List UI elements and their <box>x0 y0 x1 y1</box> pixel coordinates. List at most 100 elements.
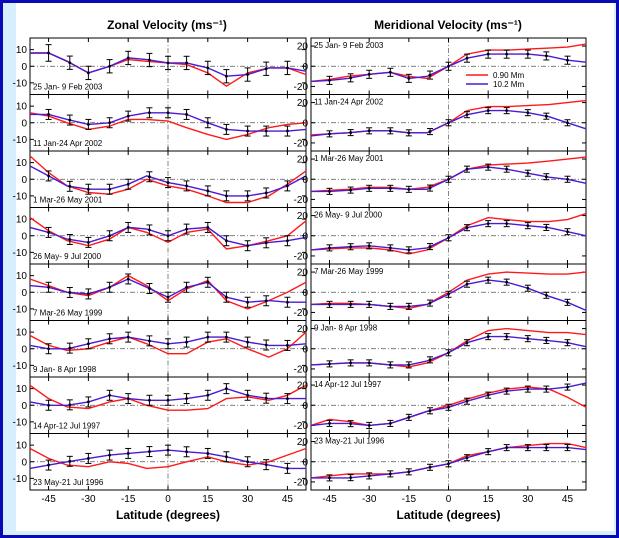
meridional-data-point <box>328 78 331 82</box>
meridional-ytick-label: 20 <box>297 98 309 109</box>
meridional-data-point <box>465 167 469 171</box>
zonal-data-point <box>286 184 289 188</box>
zonal-data-point <box>224 455 228 459</box>
meridional-data-point <box>505 109 509 113</box>
meridional-data-point <box>486 450 490 454</box>
meridional-data-point <box>349 131 353 134</box>
meridional-ytick-label: 0 <box>302 457 308 468</box>
zonal-data-point <box>264 463 268 467</box>
meridional-ytick-label: 20 <box>297 211 309 222</box>
zonal-ytick-label: 10 <box>16 384 28 395</box>
zonal-series-0.90Mm <box>29 331 307 358</box>
meridional-data-point <box>505 280 509 284</box>
zonal-data-point <box>206 226 210 229</box>
zonal-data-point <box>246 194 250 198</box>
zonal-data-point <box>286 66 289 70</box>
zonal-data-point <box>68 238 72 241</box>
legend-label: 10.2 Mm <box>493 80 524 89</box>
meridional-panel-date-label: 14 Apr-12 Jul 1997 <box>314 380 382 389</box>
zonal-data-point <box>126 397 130 401</box>
meridional-data-point <box>465 56 469 60</box>
zonal-data-point <box>126 56 130 60</box>
zonal-series-0.90Mm <box>29 216 307 250</box>
meridional-data-point <box>486 109 490 113</box>
zonal-data-point <box>206 280 210 284</box>
meridional-data-point <box>428 465 432 469</box>
meridional-data-point <box>505 446 509 450</box>
zonal-data-point <box>185 340 188 344</box>
zonal-panel-date-label: 14 Apr-12 Jul 1997 <box>33 422 101 431</box>
meridional-data-point <box>465 341 469 345</box>
zonal-data-point <box>185 184 188 188</box>
zonal-data-point <box>286 129 289 133</box>
zonal-data-point <box>264 343 268 347</box>
meridional-data-point <box>367 72 371 76</box>
zonal-ytick-label: 10 <box>16 158 28 169</box>
meridional-xtick-label: -30 <box>362 494 377 505</box>
legend-label: 0.90 Mm <box>493 71 524 80</box>
meridional-data-point <box>388 246 392 250</box>
meridional-data-point <box>486 335 490 339</box>
zonal-data-point <box>185 285 188 289</box>
zonal-data-point <box>126 452 130 455</box>
zonal-data-point <box>148 58 151 62</box>
meridional-data-point <box>505 52 509 56</box>
zonal-data-point <box>286 239 289 243</box>
meridional-data-point <box>328 132 331 136</box>
zonal-data-point <box>126 226 130 229</box>
zonal-xtick-label: 0 <box>165 494 171 505</box>
meridional-ytick-label: -20 <box>294 477 309 488</box>
meridional-data-point <box>349 422 353 426</box>
zonal-ytick-label: -10 <box>13 417 28 428</box>
zonal-ytick-label: -10 <box>13 248 28 259</box>
meridional-title: Meridional Velocity (ms⁻¹) <box>374 18 522 32</box>
zonal-xtick-label: 45 <box>282 494 294 505</box>
meridional-data-point <box>526 337 530 341</box>
meridional-data-point <box>566 446 569 450</box>
zonal-panel-date-label: 25 Jan- 9 Feb 2003 <box>33 83 103 92</box>
meridional-data-point <box>349 188 353 192</box>
meridional-xtick-label: -45 <box>322 494 337 505</box>
zonal-data-point <box>206 393 210 397</box>
zonal-data-point <box>47 113 50 116</box>
zonal-data-point <box>148 175 151 179</box>
zonal-data-point <box>108 285 112 289</box>
meridional-data-point <box>544 387 548 391</box>
zonal-panel-date-label: 23 May-21 Jul 1996 <box>33 478 104 487</box>
zonal-data-point <box>47 231 50 234</box>
meridional-ytick-label: 0 <box>302 231 308 242</box>
zonal-data-point <box>68 118 72 122</box>
meridional-data-point <box>428 245 432 248</box>
zonal-data-point <box>246 393 250 397</box>
meridional-panel-date-label: 25 Jan- 9 Feb 2003 <box>314 41 384 50</box>
meridional-data-point <box>486 278 490 282</box>
zonal-ytick-label: -10 <box>13 135 28 146</box>
zonal-data-point <box>68 346 72 350</box>
zonal-data-point <box>47 347 50 351</box>
zonal-data-point <box>246 340 250 344</box>
meridional-data-point <box>328 476 331 480</box>
meridional-panel-date-label: 23 May-21 Jul 1996 <box>314 437 385 446</box>
meridional-data-point <box>544 446 548 450</box>
zonal-data-point <box>224 335 228 339</box>
meridional-data-point <box>428 409 432 413</box>
zonal-data-point <box>47 285 50 289</box>
zonal-data-point <box>166 448 170 452</box>
zonal-data-point <box>264 129 268 133</box>
meridional-panel-date-label: 11 Jan-24 Apr 2002 <box>314 98 384 107</box>
meridional-data-point <box>526 52 530 56</box>
meridional-ytick-label: 0 <box>302 175 308 186</box>
zonal-data-point <box>246 300 250 304</box>
zonal-data-point <box>68 403 72 407</box>
zonal-data-point <box>206 121 210 125</box>
meridional-data-point <box>428 186 432 190</box>
zonal-data-point <box>47 403 50 407</box>
meridional-data-point <box>407 131 411 135</box>
meridional-data-point <box>349 476 353 480</box>
zonal-ytick-label: 0 <box>21 62 27 73</box>
meridional-data-point <box>447 121 450 125</box>
meridional-data-point <box>486 393 490 397</box>
zonal-data-point <box>47 51 50 55</box>
meridional-data-point <box>367 129 371 133</box>
